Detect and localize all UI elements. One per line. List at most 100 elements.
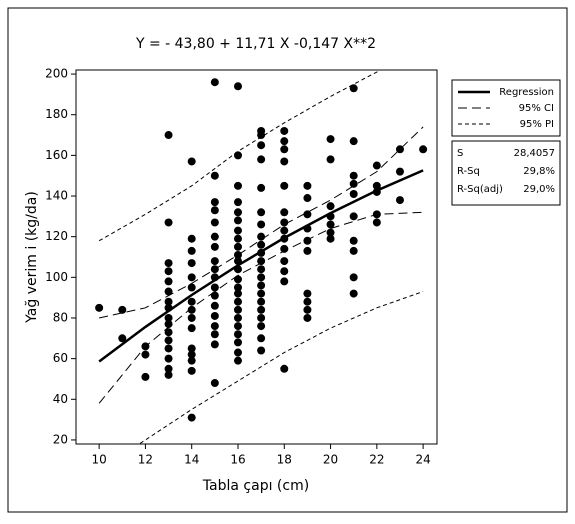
point xyxy=(210,291,219,300)
point xyxy=(210,311,219,320)
point xyxy=(187,313,196,322)
point xyxy=(164,297,173,306)
stat-name: R-Sq(adj) xyxy=(457,184,503,195)
point xyxy=(233,305,242,314)
point xyxy=(233,289,242,298)
point xyxy=(303,236,312,245)
point xyxy=(326,135,335,144)
point xyxy=(349,236,358,245)
point xyxy=(280,218,289,227)
x-tick-label: 18 xyxy=(277,453,292,467)
point xyxy=(233,151,242,160)
point xyxy=(233,198,242,207)
x-tick-label: 12 xyxy=(138,453,153,467)
point xyxy=(349,289,358,298)
point xyxy=(280,181,289,190)
point xyxy=(233,226,242,235)
stat-value: 29,0% xyxy=(523,184,555,195)
y-tick-label: 80 xyxy=(53,310,68,324)
point xyxy=(233,338,242,347)
point xyxy=(349,137,358,146)
point xyxy=(187,297,196,306)
x-tick-label: 24 xyxy=(415,453,430,467)
point xyxy=(280,257,289,266)
fit-line xyxy=(138,291,424,444)
stat-value: 28,4057 xyxy=(514,148,555,159)
point xyxy=(326,155,335,164)
point xyxy=(164,287,173,296)
point xyxy=(257,220,266,229)
legend-label: Regression xyxy=(499,87,554,98)
x-tick-label: 10 xyxy=(92,453,107,467)
plot-area xyxy=(75,69,438,445)
point xyxy=(372,218,381,227)
point xyxy=(164,328,173,337)
point xyxy=(233,82,242,91)
point xyxy=(303,305,312,314)
stat-value: 29,8% xyxy=(523,166,555,177)
point xyxy=(233,348,242,357)
point xyxy=(210,218,219,227)
point xyxy=(164,277,173,286)
point xyxy=(95,303,104,312)
point xyxy=(303,289,312,298)
y-tick-label: 60 xyxy=(53,351,68,365)
point xyxy=(187,356,196,365)
point xyxy=(187,413,196,422)
point xyxy=(280,244,289,253)
point xyxy=(257,155,266,164)
point xyxy=(210,265,219,274)
point xyxy=(210,206,219,215)
point xyxy=(210,340,219,349)
point xyxy=(210,322,219,331)
point xyxy=(233,283,242,292)
point xyxy=(257,131,266,140)
point xyxy=(303,313,312,322)
point xyxy=(210,171,219,180)
point xyxy=(164,354,173,363)
point xyxy=(233,234,242,243)
point xyxy=(187,366,196,375)
point xyxy=(210,198,219,207)
point xyxy=(349,273,358,282)
point xyxy=(233,208,242,217)
point xyxy=(233,181,242,190)
point xyxy=(257,248,266,257)
point xyxy=(164,259,173,268)
point xyxy=(233,275,242,284)
point xyxy=(187,324,196,333)
point xyxy=(187,234,196,243)
point xyxy=(164,370,173,379)
point xyxy=(326,202,335,211)
legend xyxy=(451,79,561,137)
chart-title: Y = - 43,80 + 11,71 X -0,147 X**2 xyxy=(135,36,376,52)
point xyxy=(233,216,242,225)
point xyxy=(233,313,242,322)
point xyxy=(233,297,242,306)
point xyxy=(349,179,358,188)
point xyxy=(257,322,266,331)
point xyxy=(280,126,289,135)
y-tick-label: 20 xyxy=(53,432,68,446)
point xyxy=(257,232,266,241)
point xyxy=(349,246,358,255)
point xyxy=(326,234,335,243)
point xyxy=(164,313,173,322)
point xyxy=(280,277,289,286)
point xyxy=(349,212,358,221)
point xyxy=(187,246,196,255)
point xyxy=(257,297,266,306)
point xyxy=(280,145,289,154)
point xyxy=(303,297,312,306)
point xyxy=(280,234,289,243)
point xyxy=(118,305,127,314)
x-tick-label: 16 xyxy=(230,453,245,467)
point xyxy=(164,267,173,276)
point xyxy=(257,334,266,343)
point xyxy=(164,344,173,353)
point xyxy=(395,167,404,176)
point xyxy=(141,372,150,381)
point xyxy=(349,189,358,198)
point xyxy=(257,305,266,314)
point xyxy=(349,84,358,93)
